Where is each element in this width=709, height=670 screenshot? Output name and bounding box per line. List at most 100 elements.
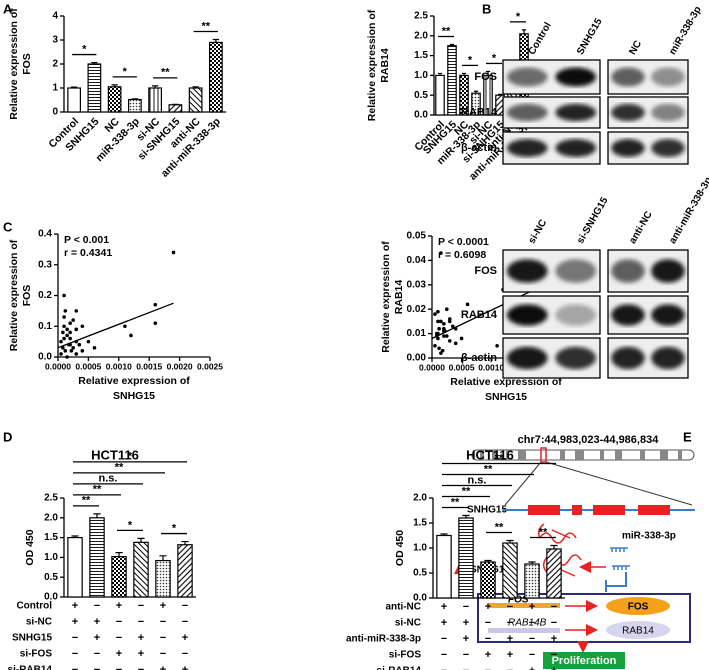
x-tick-label: 0.0020 [167,361,193,371]
condition-sign: + [116,648,122,660]
blot-band [651,346,685,370]
target-protein: FOS [628,602,649,613]
panel-letters: A B C D E [3,1,692,444]
condition-sign: − [529,617,535,629]
point [450,324,455,329]
point [77,342,82,347]
condition-label: anti-miR-338-3p [346,634,421,645]
x-axis-label: SNHG15 [113,390,155,402]
point [171,250,176,255]
bar [188,87,203,113]
point [59,352,63,356]
lane-label: si-SNHG15 [575,195,611,246]
point [69,349,74,353]
point [442,322,446,326]
condition-label: si-FOS [389,650,422,661]
error-bar [71,535,79,538]
bar [480,561,496,599]
error-bar [115,552,123,557]
x-tick-label: 0.0025 [197,361,223,371]
bar [458,517,474,599]
point [447,319,452,324]
blot-band [611,259,645,283]
y-tick-label: 1.5 [413,518,427,529]
error-bar [137,537,145,543]
condition-sign: − [485,617,491,629]
significance-label: ** [495,452,504,464]
point [62,336,66,341]
condition-sign: + [160,600,166,612]
condition-sign: + [94,616,100,628]
bar [524,563,540,599]
blot-band [506,139,548,157]
lane-label: anti-NC [627,210,654,246]
y-tick-label: 1.0 [413,543,427,554]
significance-label: * [172,522,177,534]
lane-label: SNHG15 [575,16,605,57]
y-tick-label: 0.00 [407,353,427,364]
point [65,327,69,332]
gene-label: SNHG15 [467,505,507,516]
significance-label: ** [82,495,91,507]
y-tick-label: 1 [52,83,58,94]
point [442,326,446,331]
target-gene: RAB14B [508,618,547,629]
blot-band [611,304,645,326]
condition-label: anti-NC [385,602,421,613]
significance-label: ** [539,526,548,538]
point [68,330,72,335]
error-bar [461,72,467,76]
point [439,251,443,255]
x-axis-label: Relative expression of [78,375,190,387]
y-tick-label: 0.2 [38,290,52,301]
outcome-box [543,652,625,669]
lncrna-fold [537,523,577,544]
condition-sign: − [463,649,469,661]
condition-label: si-RAB14 [377,666,422,670]
y-tick-label: 0.01 [407,328,427,339]
condition-sign: + [441,617,447,629]
bar [67,536,83,598]
condition-sign: − [507,617,513,629]
chromosome-bands [480,450,682,460]
point [453,341,458,346]
condition-label: si-RAB14 [8,665,53,670]
y-tick-label: 0.0 [414,110,428,121]
condition-sign: + [94,632,100,644]
condition-sign: + [551,633,557,645]
point [63,349,68,353]
condition-sign: − [94,664,100,670]
point [495,344,499,348]
blot-band [555,103,597,122]
blot-band [506,103,548,122]
bar [87,63,102,113]
bar [89,517,105,598]
y-axis-label: OD 450 [24,529,36,565]
point [86,339,91,344]
condition-sign: + [116,600,122,612]
y-tick-label: 0.02 [407,304,427,315]
bar [177,544,193,598]
condition-sign: + [507,633,513,645]
y-axis-label: OD 450 [394,530,406,566]
error-bar [192,86,199,88]
bar [168,104,183,113]
y-tick-label: 0.0 [413,593,427,604]
y-axis-label: Relative expression of [366,9,378,121]
blot-row-label: β-actin [461,352,497,364]
blot-band [555,67,597,87]
blot-band [651,103,685,122]
error-bar [550,544,558,549]
bar [107,86,122,113]
condition-sign: − [441,633,447,645]
y-tick-label: 1.0 [44,552,58,563]
condition-sign: + [441,601,447,613]
lane-label: Control [527,20,554,56]
point [63,309,68,313]
bar [447,45,457,116]
chart-title: HCT116 [91,447,139,462]
condition-sign: − [138,600,144,612]
blot-band [611,346,645,370]
panel-letter: E [683,429,692,444]
error-bar [151,85,159,88]
